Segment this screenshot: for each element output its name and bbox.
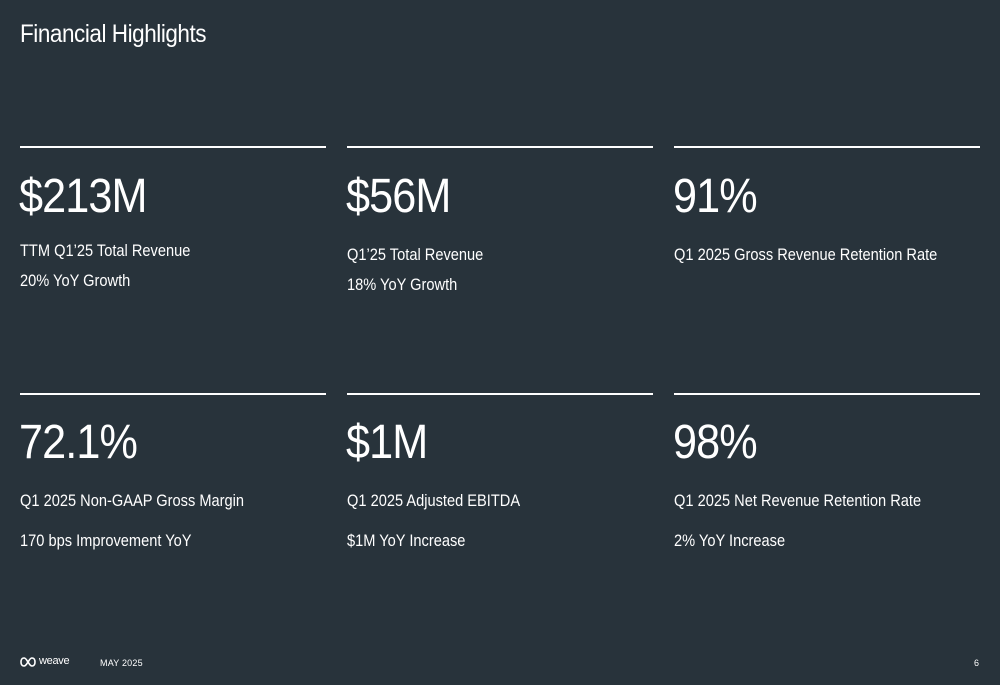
divider bbox=[347, 146, 653, 148]
metric-value: $56M bbox=[346, 170, 451, 223]
metric-label: Q1 2025 Non-GAAP Gross Margin bbox=[20, 491, 245, 510]
metric-card-total-revenue-ttm: $213M TTM Q1’25 Total Revenue 20% YoY Gr… bbox=[19, 146, 326, 289]
divider bbox=[347, 393, 653, 395]
metric-sublabel: 2% YoY Increase bbox=[674, 531, 786, 550]
divider bbox=[20, 393, 326, 395]
weave-logo: weave bbox=[20, 655, 70, 667]
metric-label: Q1 2025 Net Revenue Retention Rate bbox=[674, 491, 922, 510]
metric-card-gross-margin: 72.1% Q1 2025 Non-GAAP Gross Margin 170 … bbox=[19, 393, 326, 549]
metric-sublabel: $1M YoY Increase bbox=[347, 531, 466, 550]
metric-label: Q1 2025 Adjusted EBITDA bbox=[347, 491, 521, 510]
metric-sublabel: 20% YoY Growth bbox=[20, 271, 131, 290]
metric-value: 98% bbox=[673, 416, 758, 469]
metric-value: $213M bbox=[19, 170, 147, 223]
metric-card-gross-retention: 91% Q1 2025 Gross Revenue Retention Rate bbox=[673, 146, 980, 263]
metric-sublabel: 170 bps Improvement YoY bbox=[20, 531, 192, 550]
weave-logo-icon bbox=[20, 656, 36, 667]
metric-value: 91% bbox=[673, 170, 758, 223]
metric-label: Q1 2025 Gross Revenue Retention Rate bbox=[674, 245, 938, 264]
divider bbox=[20, 146, 326, 148]
divider bbox=[674, 393, 980, 395]
metric-card-adjusted-ebitda: $1M Q1 2025 Adjusted EBITDA $1M YoY Incr… bbox=[346, 393, 653, 549]
divider bbox=[674, 146, 980, 148]
page-number: 6 bbox=[973, 658, 979, 668]
footer-date: MAY 2025 bbox=[100, 658, 143, 668]
metric-label: Q1’25 Total Revenue bbox=[347, 245, 484, 264]
logo-wordmark: weave bbox=[39, 655, 70, 667]
metric-value: 72.1% bbox=[19, 416, 138, 469]
metric-sublabel: 18% YoY Growth bbox=[347, 275, 458, 294]
metric-label: TTM Q1’25 Total Revenue bbox=[20, 241, 191, 260]
metric-card-total-revenue-q1: $56M Q1’25 Total Revenue 18% YoY Growth bbox=[346, 146, 653, 293]
page-title: Financial Highlights bbox=[20, 20, 207, 48]
metric-card-net-retention: 98% Q1 2025 Net Revenue Retention Rate 2… bbox=[673, 393, 980, 549]
metric-value: $1M bbox=[346, 416, 428, 469]
